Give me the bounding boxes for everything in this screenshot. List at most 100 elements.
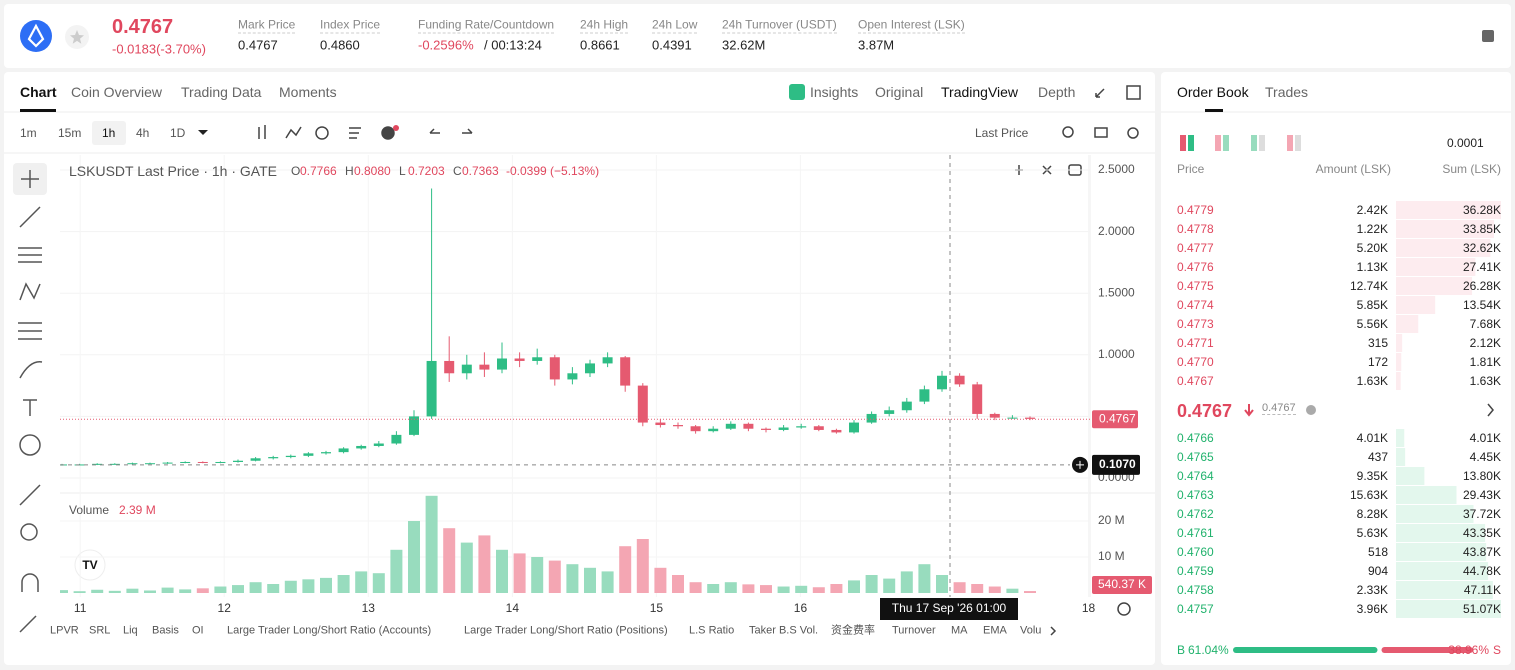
chart-tab[interactable]: Trading Data (181, 84, 262, 100)
header-icon[interactable] (1480, 28, 1496, 44)
book-amount: 5.63K (1356, 526, 1388, 540)
view-tab[interactable]: TradingView (941, 84, 1019, 100)
indicator-tab[interactable]: 资金费率 (831, 624, 875, 637)
volume-bar (795, 585, 808, 593)
candle-body (1007, 417, 1018, 419)
volume-tag (1092, 576, 1152, 595)
book-price: 0.4776 (1177, 260, 1214, 274)
book-amount: 2.42K (1356, 203, 1388, 217)
volume-bar (232, 585, 244, 593)
candle-body (937, 375, 947, 390)
candle-body (373, 443, 384, 446)
volume-bar (390, 549, 403, 593)
book-tab[interactable]: Trades (1265, 84, 1309, 100)
candle-body (549, 357, 560, 380)
stat-label: 24h Low (652, 17, 698, 34)
book-price: 0.4761 (1177, 526, 1214, 540)
volume-bar (619, 546, 632, 593)
legend-value: 0.7766 (300, 164, 337, 178)
volume-bar (513, 553, 526, 593)
candle-body (690, 426, 701, 432)
indicator-tab[interactable]: Taker B.S Vol. (749, 624, 819, 637)
book-amount: 9.35K (1356, 469, 1388, 483)
precision-button[interactable]: 0.0001 (1447, 136, 1484, 150)
drawing-tools (13, 163, 47, 633)
indicator-tab[interactable]: MA (951, 624, 968, 637)
candle-body (989, 413, 1000, 418)
chart-title: LSKUSDT Last Price · 1h · GATE (69, 163, 277, 179)
candle-body (761, 428, 771, 430)
book-sum: 1.81K (1469, 355, 1501, 369)
book-price: 0.4763 (1177, 488, 1214, 502)
book-amount: 437 (1367, 450, 1388, 464)
depth-bar (1396, 220, 1494, 238)
chart-tab-underline (20, 109, 56, 112)
book-sum: 43.35K (1462, 526, 1501, 540)
volume-bar (1006, 588, 1019, 593)
volume-bar (460, 542, 473, 593)
chart-tab[interactable]: Chart (20, 84, 57, 100)
book-sum: 44.78K (1462, 564, 1501, 578)
indicator-tab[interactable]: Basis (152, 624, 179, 637)
volume-bar (320, 577, 332, 593)
book-amount: 8.28K (1356, 507, 1388, 521)
volume-bar (337, 575, 350, 593)
crosshair-time-tag (880, 598, 1018, 620)
interval-button[interactable]: 15m (58, 126, 82, 140)
interval-button[interactable]: 4h (136, 126, 150, 140)
y-tick-label: 1.5000 (1098, 285, 1135, 299)
book-amount: 5.85K (1356, 298, 1388, 312)
candle-body (215, 461, 226, 463)
interval-button[interactable]: 1D (170, 126, 186, 140)
volume-bar (566, 564, 579, 593)
book-amount: 1.13K (1356, 260, 1388, 274)
chart-tab[interactable]: Coin Overview (71, 84, 163, 100)
interval-button[interactable]: 1h (102, 126, 116, 140)
mid-price: 0.4767 (1177, 401, 1233, 421)
indicator-tab[interactable]: Large Trader Long/Short Ratio (Accounts) (227, 624, 432, 637)
volume-bar (883, 578, 896, 593)
y-tick-label: 10 M (1098, 549, 1125, 563)
indicator-tab[interactable]: Liq (123, 624, 138, 637)
volume-bar (249, 582, 262, 593)
book-price: 0.4775 (1177, 279, 1214, 293)
favorite-star[interactable] (64, 24, 90, 50)
indicator-tab[interactable]: Volume (1020, 624, 1042, 637)
view-tab[interactable]: Insights (810, 84, 859, 100)
stat-value: 0.4767 (238, 37, 278, 53)
book-price: 0.4764 (1177, 469, 1214, 483)
interval-button[interactable]: 1m (20, 126, 37, 140)
candle-body (461, 364, 472, 374)
view-tab[interactable]: Depth (1038, 84, 1076, 100)
depth-bar (1396, 315, 1419, 333)
stat-value: -0.2596% (418, 37, 474, 53)
book-sum: 27.41K (1462, 260, 1501, 274)
indicator-tab[interactable]: LPVR (50, 624, 79, 637)
candle-body (725, 423, 736, 429)
book-tab[interactable]: Order Book (1177, 84, 1249, 100)
candle-body (250, 458, 261, 461)
volume-bar (636, 539, 649, 593)
candle-body (356, 445, 367, 449)
candle-body (831, 429, 842, 433)
indicator-tab[interactable]: Turnover (892, 624, 936, 637)
indicator-tab[interactable]: OI (192, 624, 204, 637)
candle-body (602, 357, 613, 364)
legend-key: H (345, 164, 354, 178)
candle-body (109, 463, 120, 465)
volume-bar (742, 584, 755, 593)
price-type-button[interactable]: Last Price (975, 126, 1029, 140)
book-amount: 2.33K (1356, 583, 1388, 597)
depth-bar (1396, 505, 1474, 523)
candle-body (1025, 417, 1035, 419)
volume-bar (408, 521, 420, 593)
indicator-tab[interactable]: SRL (89, 624, 111, 637)
view-tab[interactable]: Original (875, 84, 924, 100)
volume-bar (60, 590, 68, 593)
depth-bar (1396, 201, 1501, 219)
indicator-tab[interactable]: EMA (983, 624, 1007, 637)
indicator-tab[interactable]: L.S Ratio (689, 624, 735, 637)
indicator-tab[interactable]: Large Trader Long/Short Ratio (Positions… (464, 624, 668, 637)
chart-tab[interactable]: Moments (279, 84, 337, 100)
header-bar (4, 4, 1511, 68)
